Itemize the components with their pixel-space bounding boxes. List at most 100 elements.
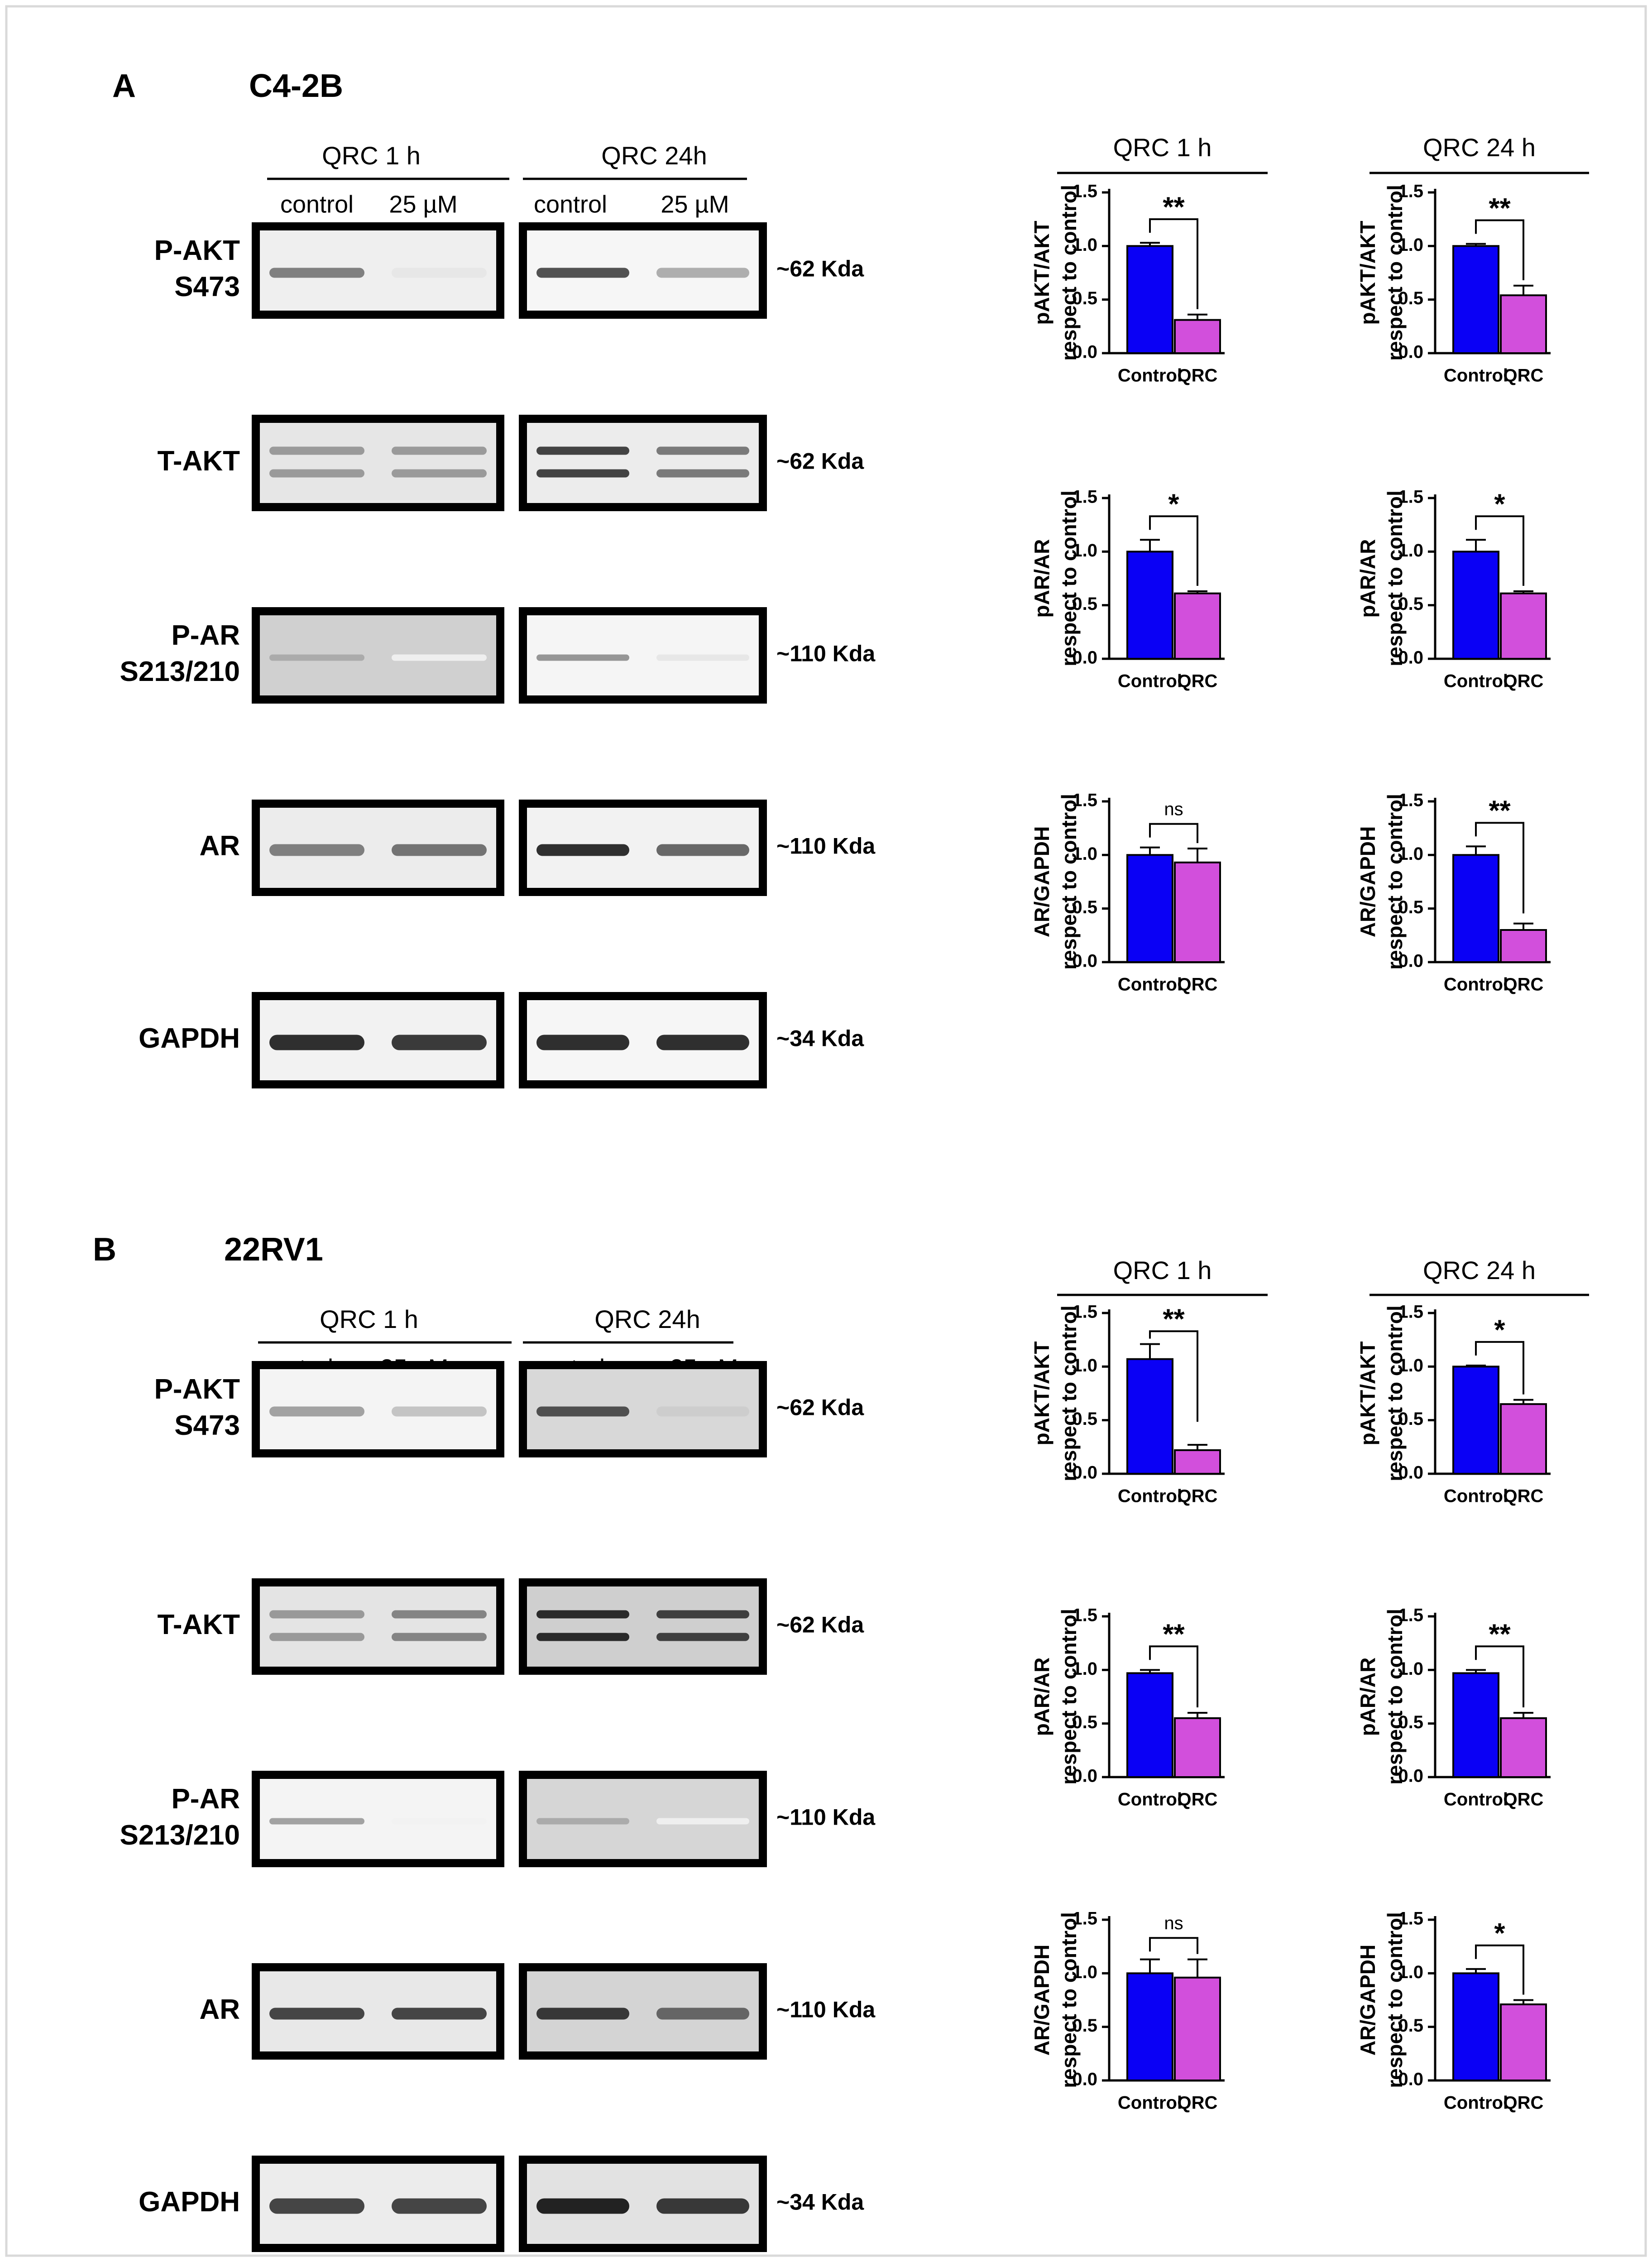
bar-control bbox=[1126, 1358, 1173, 1475]
bar-chart: 0.0 0.5 1.0 1.5 pAKT/AKT respect to control Co… bbox=[1356, 182, 1551, 386]
y-tick-label: 0.0 bbox=[1072, 2070, 1097, 2089]
molecular-weight-label: ~34 Kda bbox=[776, 1026, 864, 1051]
significance-bracket bbox=[1149, 218, 1198, 309]
molecular-weight-label: ~34 Kda bbox=[776, 2190, 864, 2215]
blot-image bbox=[519, 1578, 767, 1675]
blot-band bbox=[656, 446, 749, 455]
figure-frame bbox=[5, 5, 1647, 2257]
blot-band bbox=[269, 1406, 364, 1417]
molecular-weight-label: ~62 Kda bbox=[776, 449, 864, 474]
blot-band bbox=[536, 1406, 629, 1417]
blot-band bbox=[392, 2198, 487, 2214]
y-axis-label: respect to control bbox=[1383, 1912, 1407, 2088]
significance-label: ** bbox=[1163, 1619, 1185, 1650]
y-axis-label: pAKT/AKT bbox=[1030, 221, 1053, 325]
panel-a: A C4-2B QRC 1 h control 25 µM QRC 24h control 2… bbox=[112, 68, 1589, 1088]
figure-panels: A C4-2B QRC 1 h control 25 µM QRC 24h control 2… bbox=[93, 68, 1589, 2252]
blot-band bbox=[392, 654, 487, 661]
y-tick-label: 1.5 bbox=[1072, 1605, 1097, 1625]
bar-chart: 0.0 0.5 1.0 1.5 AR/GAPDH respect to control Co… bbox=[1030, 791, 1225, 995]
blot-group-title: QRC 1 h bbox=[320, 1305, 418, 1333]
bar-control bbox=[1452, 1366, 1499, 1475]
protein-label: P-AKT bbox=[154, 235, 240, 266]
blot-band bbox=[536, 1633, 629, 1641]
protein-label: AR bbox=[199, 1994, 240, 2025]
significance-bracket bbox=[1475, 1341, 1524, 1395]
blot-band bbox=[536, 2008, 629, 2020]
panel-letter: A bbox=[112, 68, 136, 104]
blot-band bbox=[269, 2198, 364, 2214]
molecular-weight-label: ~62 Kda bbox=[776, 256, 864, 282]
y-tick-label: 1.5 bbox=[1072, 1909, 1097, 1929]
molecular-weight-label: ~110 Kda bbox=[776, 641, 876, 666]
y-tick-label: 1.5 bbox=[1072, 487, 1097, 507]
x-tick-label: Control bbox=[1118, 671, 1182, 691]
y-axis-label: AR/GAPDH bbox=[1030, 826, 1053, 937]
x-tick-label: Control bbox=[1444, 975, 1508, 995]
significance-label: ** bbox=[1163, 1304, 1185, 1335]
bar-chart: 0.0 0.5 1.0 1.5 pAKT/AKT respect to control Co… bbox=[1030, 1302, 1225, 1506]
y-axis-label: respect to control bbox=[1383, 490, 1407, 666]
blot-band bbox=[269, 2008, 364, 2020]
significance-label: * bbox=[1494, 1314, 1505, 1346]
y-tick-label: 0.5 bbox=[1072, 1712, 1097, 1732]
y-axis-label: pAKT/AKT bbox=[1356, 221, 1379, 325]
bar-qrc bbox=[1174, 1976, 1221, 2081]
y-axis-label: AR/GAPDH bbox=[1030, 1945, 1053, 2056]
chart-column-header: QRC 1 h bbox=[1057, 1256, 1268, 1296]
blot-band bbox=[536, 446, 629, 455]
y-tick-label: 0.5 bbox=[1072, 288, 1097, 308]
x-tick-label: QRC bbox=[1504, 366, 1544, 386]
y-tick-label: 0.0 bbox=[1398, 648, 1423, 668]
y-axis-label: respect to control bbox=[1383, 185, 1407, 361]
y-tick-label: 0.0 bbox=[1072, 1463, 1097, 1483]
x-tick-label: QRC bbox=[1178, 975, 1218, 995]
bar-qrc bbox=[1500, 1403, 1547, 1475]
blot-band bbox=[392, 1406, 487, 1417]
blot-band bbox=[656, 1406, 749, 1417]
y-axis-label: respect to control bbox=[1057, 490, 1081, 666]
bar-control bbox=[1452, 1972, 1499, 2082]
y-tick-label: 0.0 bbox=[1398, 951, 1423, 971]
y-tick-label: 0.0 bbox=[1072, 648, 1097, 668]
blot-band bbox=[536, 2198, 629, 2214]
blot-band bbox=[536, 1035, 629, 1050]
blot-band bbox=[269, 268, 364, 278]
blot-band bbox=[269, 1035, 364, 1050]
blot-band bbox=[536, 1818, 629, 1825]
protein-label: T-AKT bbox=[157, 1609, 240, 1640]
y-tick-label: 1.0 bbox=[1398, 1659, 1423, 1679]
bar-qrc bbox=[1174, 1717, 1221, 1778]
y-tick-label: 0.5 bbox=[1072, 2016, 1097, 2036]
blot-band bbox=[656, 1610, 749, 1619]
y-tick-label: 0.5 bbox=[1398, 2016, 1423, 2036]
blot-image bbox=[252, 415, 504, 511]
protein-label: S473 bbox=[174, 271, 240, 302]
blot-band bbox=[536, 1610, 629, 1619]
blot-band bbox=[656, 1633, 749, 1641]
bar-chart: 0.0 0.5 1.0 1.5 pAR/AR respect to control Cont… bbox=[1356, 1605, 1551, 1810]
y-tick-label: 1.0 bbox=[1072, 1962, 1097, 1982]
blot-row: P-AR S213/210 ~110 Kda bbox=[120, 1771, 876, 1867]
y-tick-label: 1.0 bbox=[1398, 541, 1423, 561]
y-tick-label: 1.5 bbox=[1398, 487, 1423, 507]
x-tick-label: Control bbox=[1118, 1486, 1182, 1506]
cell-line-title: 22RV1 bbox=[224, 1232, 323, 1268]
blot-band bbox=[656, 268, 749, 278]
significance-label: ** bbox=[1489, 1619, 1511, 1650]
cell-line-title: C4-2B bbox=[249, 68, 343, 104]
blot-group-header: QRC 24h control 25 µM bbox=[523, 141, 747, 218]
blot-band bbox=[656, 844, 749, 856]
bar-qrc bbox=[1174, 861, 1221, 963]
blot-band bbox=[536, 844, 629, 856]
protein-label: P-AKT bbox=[154, 1374, 240, 1405]
molecular-weight-label: ~110 Kda bbox=[776, 1997, 876, 2022]
blot-band bbox=[269, 446, 364, 455]
y-tick-label: 1.5 bbox=[1072, 182, 1097, 201]
bar-control bbox=[1126, 551, 1173, 660]
y-tick-label: 1.0 bbox=[1398, 235, 1423, 255]
molecular-weight-label: ~62 Kda bbox=[776, 1395, 864, 1420]
x-tick-label: Control bbox=[1444, 366, 1508, 386]
y-tick-label: 0.5 bbox=[1398, 897, 1423, 917]
blot-band bbox=[269, 469, 364, 478]
